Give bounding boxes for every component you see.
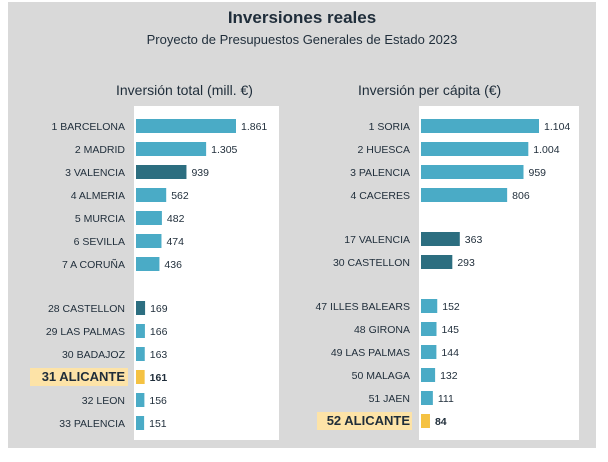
- left-29-las-palmas-value-label: 166: [150, 326, 168, 338]
- right-52-alicante-bar: [421, 414, 430, 428]
- left-29-las-palmas-bar: [136, 324, 145, 338]
- right-2-huesca-value-label: 1.004: [533, 144, 559, 156]
- left-4-almeria-value-label: 562: [171, 190, 189, 202]
- left-28-castellon-label: 28 CASTELLON: [48, 303, 125, 315]
- left-2-madrid-bar: [136, 142, 207, 156]
- left-31-alicante-label: 31 ALICANTE: [42, 369, 126, 384]
- right-50-malaga-bar: [421, 368, 436, 382]
- right-47-illes-balears-label: 47 ILLES BALEARS: [315, 301, 410, 313]
- left-30-badajoz-bar: [136, 347, 145, 361]
- right-1-soria-bar: [421, 119, 539, 133]
- right-3-palencia-bar: [421, 165, 524, 179]
- right-47-illes-balears-bar: [421, 299, 438, 313]
- left-33-palencia-label: 33 PALENCIA: [59, 418, 125, 430]
- chart-subtitle: Proyecto de Presupuestos Generales de Es…: [146, 32, 458, 47]
- left-31-alicante-value-label: 161: [150, 372, 168, 384]
- left-3-valencia-value-label: 939: [191, 167, 209, 179]
- right-48-girona-value-label: 145: [441, 324, 459, 336]
- right-3-palencia-label: 3 PALENCIA: [350, 167, 410, 179]
- right-4-caceres-label: 4 CACERES: [350, 190, 410, 202]
- right-2-huesca-bar: [421, 142, 529, 156]
- left-32-leon-bar: [136, 393, 145, 407]
- left-5-murcia-value-label: 482: [167, 213, 185, 225]
- right-50-malaga-label: 50 MALAGA: [352, 370, 410, 382]
- left-29-las-palmas-label: 29 LAS PALMAS: [46, 326, 125, 338]
- left-3-valencia-bar: [136, 165, 187, 179]
- left-30-badajoz-label: 30 BADAJOZ: [62, 349, 126, 361]
- right-52-alicante-label: 52 ALICANTE: [327, 413, 411, 428]
- left-7-a-coru-a-bar: [136, 257, 160, 271]
- right-30-castellon-value-label: 293: [457, 257, 475, 269]
- left-6-sevilla-bar: [136, 234, 162, 248]
- right-51-jaen-label: 51 JAEN: [369, 393, 410, 405]
- left-30-badajoz-value-label: 163: [150, 349, 168, 361]
- left-6-sevilla-label: 6 SEVILLA: [74, 236, 125, 248]
- left-4-almeria-bar: [136, 188, 167, 202]
- right-51-jaen-bar: [421, 391, 433, 405]
- right-51-jaen-value-label: 111: [438, 393, 454, 405]
- right-17-valencia-label: 17 VALENCIA: [344, 234, 410, 246]
- left-31-alicante-label-bg: [30, 368, 128, 386]
- chart-frame: Inversiones reales Proyecto de Presupues…: [8, 2, 596, 448]
- right-30-castellon-label: 30 CASTELLON: [333, 257, 410, 269]
- left-32-leon-value-label: 156: [149, 395, 167, 407]
- left-7-a-coru-a-label: 7 A CORUÑA: [62, 258, 125, 271]
- right-17-valencia-value-label: 363: [465, 234, 483, 246]
- left-1-barcelona-label: 1 BARCELONA: [51, 121, 125, 133]
- right-chart-title: Inversión per cápita (€): [358, 82, 502, 98]
- left-3-valencia-label: 3 VALENCIA: [65, 167, 125, 179]
- left-1-barcelona-bar: [136, 119, 236, 133]
- right-48-girona-label: 48 GIRONA: [354, 324, 410, 336]
- charts-svg: 1 BARCELONA 1.861 2 MADRID 1.305 3 VALENCIA 9…: [30, 119, 570, 430]
- right-1-soria-label: 1 SORIA: [369, 121, 410, 133]
- right-50-malaga-value-label: 132: [440, 370, 458, 382]
- left-28-castellon-bar: [136, 301, 146, 315]
- left-7-a-coru-a-value-label: 436: [164, 259, 182, 271]
- right-49-las-palmas-label: 49 LAS PALMAS: [331, 347, 410, 359]
- chart-title: Inversiones reales: [227, 8, 377, 27]
- right-52-alicante-label-bg: [317, 412, 412, 430]
- right-4-caceres-value-label: 806: [512, 190, 530, 202]
- left-5-murcia-bar: [136, 211, 162, 225]
- left-5-murcia-label: 5 MURCIA: [75, 213, 125, 225]
- right-3-palencia-value-label: 959: [529, 167, 547, 179]
- right-2-huesca-label: 2 HUESCA: [357, 144, 410, 156]
- right-49-las-palmas-value-label: 144: [441, 347, 459, 359]
- left-2-madrid-label: 2 MADRID: [75, 144, 126, 156]
- left-33-palencia-value-label: 151: [149, 418, 167, 430]
- right-49-las-palmas-bar: [421, 345, 437, 359]
- right-48-girona-bar: [421, 322, 437, 336]
- left-1-barcelona-value-label: 1.861: [241, 121, 267, 133]
- right-17-valencia-bar: [421, 232, 460, 246]
- left-4-almeria-label: 4 ALMERIA: [71, 190, 125, 202]
- right-52-alicante-value-label: 84: [435, 416, 447, 428]
- left-31-alicante-bar: [136, 370, 145, 384]
- right-4-caceres-bar: [421, 188, 508, 202]
- left-6-sevilla-value-label: 474: [166, 236, 184, 248]
- left-32-leon-label: 32 LEON: [82, 395, 125, 407]
- left-chart-title: Inversión total (mill. €): [116, 82, 253, 98]
- right-47-illes-balears-value-label: 152: [442, 301, 460, 313]
- left-28-castellon-value-label: 169: [150, 303, 168, 315]
- right-30-castellon-bar: [421, 255, 453, 269]
- right-plot-area: [419, 106, 579, 440]
- right-1-soria-value-label: 1.104: [544, 121, 570, 133]
- left-2-madrid-value-label: 1.305: [211, 144, 237, 156]
- left-plot-area: [134, 106, 279, 440]
- left-33-palencia-bar: [136, 416, 145, 430]
